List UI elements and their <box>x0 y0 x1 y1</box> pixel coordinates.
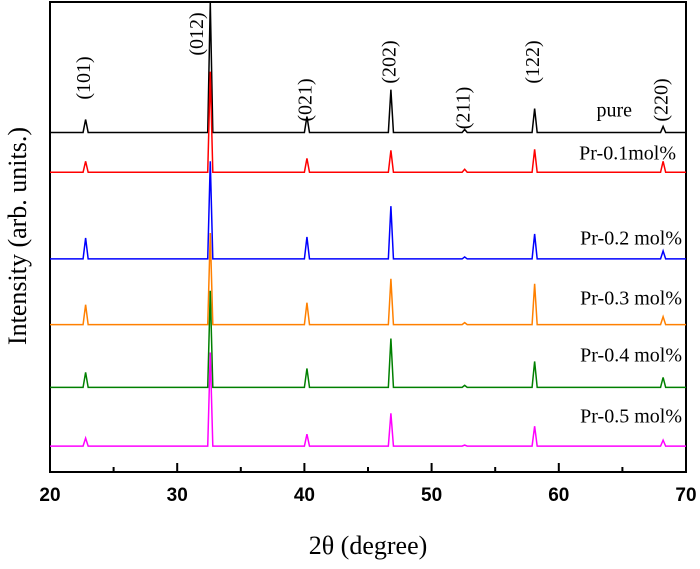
x-axis-title: 2θ (degree) <box>309 531 428 560</box>
series-label: Pr-0.1mol% <box>579 143 676 165</box>
peak-label: (211) <box>452 87 474 130</box>
spectrum-line <box>50 352 686 447</box>
spectrum-line <box>50 290 686 389</box>
peak-label: (021) <box>295 78 317 121</box>
x-tick-label: 60 <box>548 485 569 506</box>
peak-label: (012) <box>186 12 208 55</box>
series-label: pure <box>596 100 632 122</box>
peak-label: (220) <box>651 78 673 121</box>
series-label: Pr-0.4 mol% <box>580 345 682 367</box>
x-tick-label: 20 <box>39 485 60 506</box>
x-tick-label: 40 <box>294 485 315 506</box>
x-tick-label: 30 <box>167 485 188 506</box>
series-label: Pr-0.2 mol% <box>580 228 682 250</box>
series-label: Pr-0.3 mol% <box>580 288 682 310</box>
peak-label: (202) <box>378 40 400 83</box>
spectrum-line <box>50 71 686 174</box>
y-axis-title: Intensity (arb. units.) <box>3 127 32 345</box>
spectrum-line <box>50 1 686 134</box>
x-tick-label: 50 <box>421 485 442 506</box>
peak-label: (101) <box>73 56 95 99</box>
spectrum-line <box>50 161 686 260</box>
x-tick-label: 70 <box>675 485 696 506</box>
series-label: Pr-0.5 mol% <box>580 406 682 428</box>
peak-label: (122) <box>522 40 544 83</box>
spectrum-line <box>50 232 686 326</box>
